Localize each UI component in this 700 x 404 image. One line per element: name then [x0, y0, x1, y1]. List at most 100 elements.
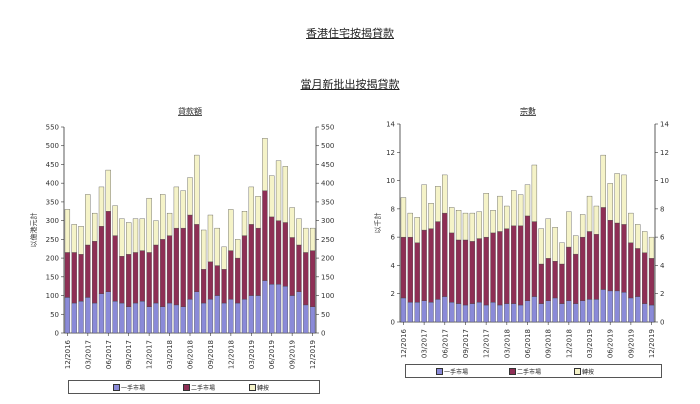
- bar-segment-first-hand: [531, 296, 538, 323]
- y-tick-label-right: 0: [660, 319, 664, 327]
- bar-segment-second-hand: [428, 228, 434, 303]
- bar-segment-first-hand: [228, 299, 234, 334]
- bar-segment-first-hand: [289, 295, 295, 334]
- bar-segment-first-hand: [442, 296, 448, 323]
- bar-segment-first-hand: [112, 300, 118, 334]
- bar-segment-refinance: [517, 194, 524, 227]
- bar-segment-first-hand: [517, 304, 524, 323]
- bar-segment-second-hand: [552, 261, 558, 299]
- bar-segment-refinance: [228, 209, 234, 251]
- bar-segment-second-hand: [71, 252, 77, 304]
- bar-segment-second-hand: [235, 257, 241, 304]
- legend-swatch-second-hand: [183, 384, 190, 391]
- legend-swatch-refinance: [249, 384, 256, 391]
- legend-item-first-hand: 一手市場: [113, 383, 145, 392]
- bar-segment-refinance: [139, 218, 145, 251]
- bar-segment-refinance: [483, 193, 489, 238]
- bar-segment-second-hand: [442, 212, 448, 297]
- bar-segment-first-hand: [269, 284, 275, 334]
- legend-loan-amount: 一手市場 二手市場 轉按: [68, 380, 320, 394]
- bar-segment-first-hand: [469, 303, 476, 323]
- y-tick-label-left: 2: [391, 290, 395, 298]
- bar-segment-second-hand: [462, 239, 469, 306]
- bar-segment-first-hand: [303, 304, 309, 334]
- legend-label-first-hand: 一手市場: [121, 385, 146, 392]
- y-tick-label-right: 550: [321, 124, 334, 132]
- bar-segment-refinance: [642, 231, 648, 253]
- x-tick-label: 06/2017: [441, 329, 449, 358]
- bar-segment-second-hand: [593, 234, 600, 300]
- bar-segment-second-hand: [146, 252, 152, 307]
- x-tick-label: 06/2018: [524, 329, 532, 358]
- bar-segment-second-hand: [476, 238, 482, 303]
- bar-segment-refinance: [600, 154, 606, 208]
- bar-segment-second-hand: [400, 236, 407, 299]
- bar-segment-second-hand: [309, 250, 316, 307]
- bar-segment-refinance: [153, 220, 159, 246]
- x-tick-label: 06/2017: [105, 340, 113, 369]
- bar-segment-first-hand: [235, 302, 241, 334]
- bar-segment-second-hand: [119, 256, 125, 304]
- legend-item-refinance: 轉按: [574, 367, 594, 376]
- bar-segment-refinance: [207, 214, 214, 263]
- bar-segment-refinance: [255, 196, 261, 229]
- bar-segment-second-hand: [628, 242, 634, 299]
- x-tick-label: 12/2019: [309, 340, 317, 369]
- legend-item-refinance: 轉按: [249, 383, 269, 392]
- y-tick-label-right: 300: [321, 217, 334, 225]
- bar-segment-refinance: [476, 211, 482, 239]
- bar-segment-first-hand: [221, 302, 227, 334]
- bar-segment-refinance: [469, 212, 476, 242]
- y-tick-label-left: 350: [46, 198, 59, 206]
- x-tick-label: 09/2017: [462, 329, 470, 358]
- bar-segment-first-hand: [490, 302, 496, 323]
- legend-swatch-refinance: [574, 368, 581, 375]
- bar-segment-refinance: [132, 218, 139, 253]
- bar-segment-refinance: [194, 154, 200, 225]
- bar-segment-first-hand: [309, 306, 316, 334]
- bar-segment-second-hand: [262, 190, 268, 281]
- bar-segment-second-hand: [635, 248, 641, 297]
- bar-segment-first-hand: [166, 302, 173, 334]
- y-tick-label-right: 250: [321, 236, 334, 244]
- x-tick-label: 12/2016: [400, 328, 408, 358]
- bar-segment-first-hand: [92, 302, 98, 334]
- x-tick-label: 06/2019: [268, 340, 276, 369]
- y-tick-label-right: 400: [321, 180, 334, 188]
- bar-segment-first-hand: [160, 306, 166, 334]
- y-tick-label-right: 8: [660, 205, 664, 213]
- bar-segment-second-hand: [221, 269, 227, 304]
- bar-segment-first-hand: [524, 300, 531, 323]
- bar-segment-refinance: [119, 218, 125, 257]
- bar-segment-first-hand: [573, 303, 579, 323]
- chart-title: 貸款額: [178, 106, 202, 116]
- x-tick-label: 03/2019: [248, 340, 256, 369]
- bar-segment-refinance: [573, 235, 579, 255]
- y-tick-label-left: 300: [46, 217, 59, 225]
- bar-segment-second-hand: [573, 253, 579, 304]
- y-tick-label-left: 6: [391, 234, 396, 242]
- x-tick-label: 09/2019: [289, 340, 297, 369]
- y-tick-label-left: 500: [46, 142, 59, 150]
- x-tick-label: 12/2018: [565, 329, 573, 358]
- bar-segment-second-hand: [207, 261, 214, 300]
- bar-segment-second-hand: [139, 250, 145, 302]
- bar-segment-refinance: [552, 227, 558, 262]
- y-tick-label-left: 550: [46, 124, 59, 132]
- bar-segment-refinance: [607, 183, 613, 221]
- bar-segment-second-hand: [497, 231, 503, 306]
- bar-segment-first-hand: [579, 300, 586, 323]
- bar-segment-refinance: [407, 212, 413, 238]
- y-tick-label-right: 50: [321, 311, 330, 319]
- bar-segment-second-hand: [214, 265, 220, 296]
- legend-label-refinance: 轉按: [257, 385, 270, 392]
- bar-segment-second-hand: [173, 227, 180, 306]
- bar-segment-refinance: [64, 209, 71, 253]
- bar-segment-first-hand: [400, 297, 407, 323]
- bar-segment-refinance: [71, 224, 77, 253]
- bar-segment-first-hand: [455, 303, 462, 323]
- y-tick-label-left: 0: [55, 330, 59, 338]
- bar-segment-first-hand: [207, 299, 214, 334]
- bar-segment-second-hand: [449, 232, 455, 303]
